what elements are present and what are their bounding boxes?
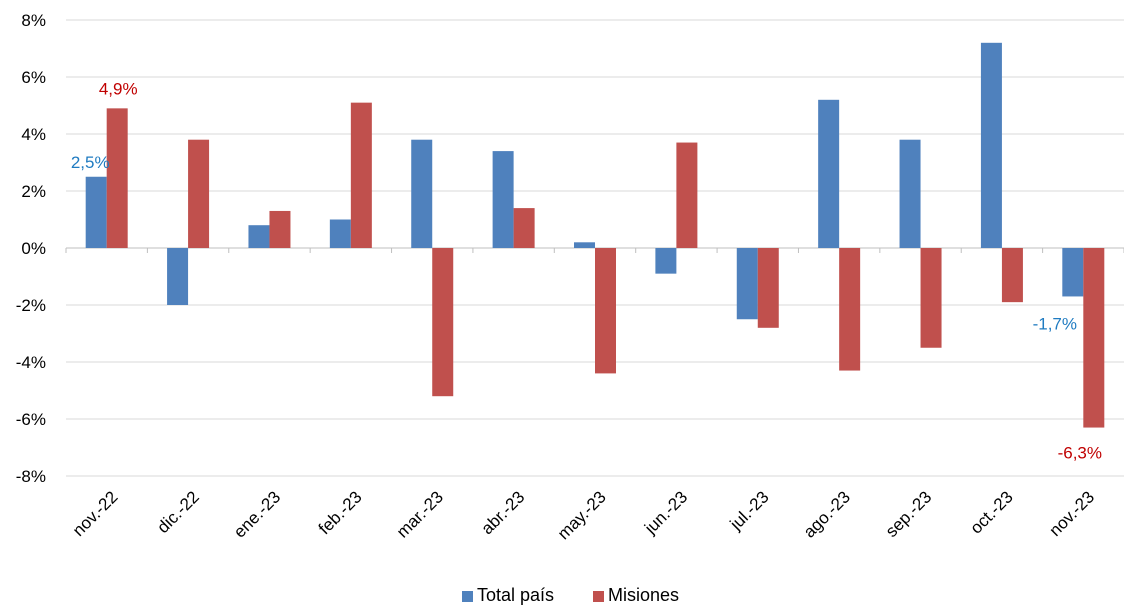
legend-label: Total país (477, 585, 554, 605)
bar-total-pais (1062, 248, 1084, 297)
bar-misiones (350, 102, 372, 249)
y-tick-label: 8% (21, 11, 46, 30)
bar-total-pais (492, 151, 514, 248)
x-tick-label: abr.-23 (478, 487, 529, 538)
bar-total-pais (167, 248, 189, 305)
bar-total-pais (736, 248, 758, 320)
bar-misiones (920, 248, 942, 348)
bar-misiones (513, 208, 535, 248)
bar-misiones (188, 139, 210, 248)
x-tick-label: may.-23 (554, 487, 610, 543)
x-tick-label: dic.-22 (153, 487, 203, 537)
y-tick-label: 0% (21, 239, 46, 258)
y-tick-label: 4% (21, 125, 46, 144)
bar-misiones (432, 248, 454, 397)
x-tick-label: ene.-23 (230, 487, 284, 541)
y-tick-label: 2% (21, 182, 46, 201)
bar-misiones (676, 142, 698, 248)
bar-total-pais (655, 248, 677, 274)
bar-misiones (269, 210, 291, 248)
x-tick-label: feb.-23 (315, 487, 366, 538)
legend-swatch (593, 591, 604, 602)
bar-total-pais (329, 219, 351, 248)
data-label: 2,5% (71, 153, 110, 172)
y-tick-label: -4% (16, 353, 46, 372)
bar-misiones (1001, 248, 1023, 303)
data-labels: 2,5% 4,9% -1,7% -6,3% (71, 79, 1102, 462)
y-tick-label: -2% (16, 296, 46, 315)
bar-total-pais (411, 139, 433, 248)
bar-misiones (839, 248, 861, 371)
x-tick-label: mar.-23 (393, 487, 447, 541)
bar-total-pais (899, 139, 921, 248)
legend: Total país Misiones (462, 585, 679, 605)
bar-total-pais (980, 42, 1002, 248)
x-tick-label: ago.-23 (800, 487, 854, 541)
bar-total-pais (818, 99, 840, 248)
x-tick-label: nov.-22 (69, 487, 122, 540)
legend-swatch (462, 591, 473, 602)
bars (85, 42, 1105, 428)
x-tick-label: jun.-23 (640, 487, 691, 538)
bar-total-pais (85, 176, 107, 248)
data-label: 4,9% (99, 79, 138, 98)
x-tick-label: oct.-23 (967, 487, 1017, 537)
data-label: -1,7% (1033, 314, 1077, 333)
x-tick-label: sep.-23 (882, 487, 936, 541)
y-tick-label: -6% (16, 410, 46, 429)
bar-misiones (595, 248, 616, 374)
x-tick-label: jul.-23 (726, 487, 773, 534)
x-axis-ticks: nov.-22 dic.-22 ene.-23 feb.-23 mar.-23 abr.-… (69, 487, 1098, 543)
y-axis-ticks: -8% -6% -4% -2% 0% 2% 4% 6% 8% (16, 11, 46, 486)
bar-misiones (106, 108, 128, 248)
bar-misiones (757, 248, 779, 328)
bar-total-pais (574, 242, 595, 248)
data-label: -6,3% (1058, 444, 1102, 463)
y-tick-label: -8% (16, 467, 46, 486)
x-tick-label: nov.-23 (1045, 487, 1098, 540)
bar-total-pais (248, 225, 270, 248)
legend-label: Misiones (608, 585, 679, 605)
y-tick-label: 6% (21, 68, 46, 87)
bar-misiones (1083, 248, 1105, 428)
